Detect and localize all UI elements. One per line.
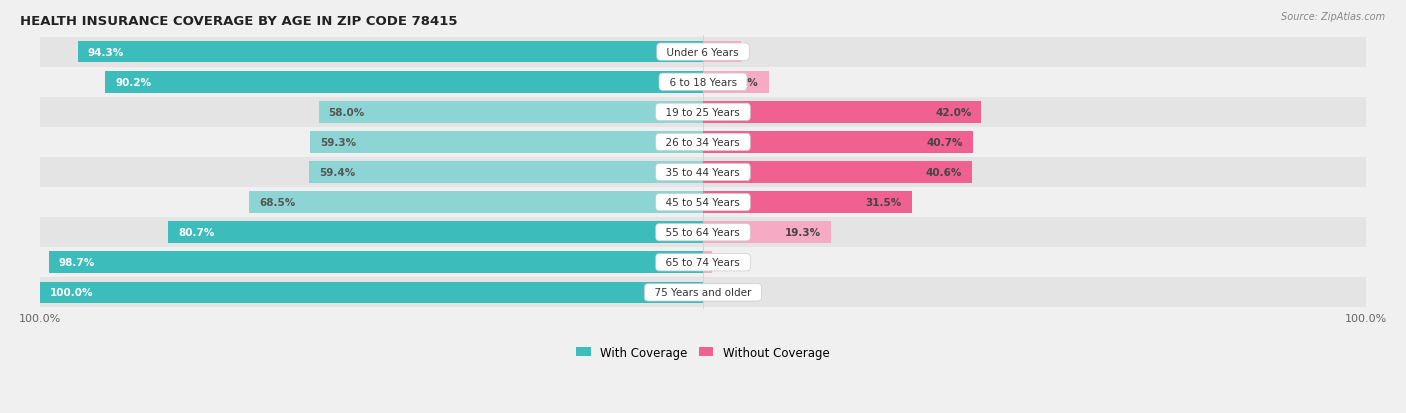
Bar [41,38,1365,68]
Bar [41,248,1365,278]
Text: 5.7%: 5.7% [702,47,731,57]
Text: 40.6%: 40.6% [925,168,962,178]
Text: 58.0%: 58.0% [329,107,364,118]
Text: 19 to 25 Years: 19 to 25 Years [659,107,747,118]
Text: 90.2%: 90.2% [115,78,152,88]
Bar [249,192,703,214]
Text: 100.0%: 100.0% [51,288,94,298]
Text: HEALTH INSURANCE COVERAGE BY AGE IN ZIP CODE 78415: HEALTH INSURANCE COVERAGE BY AGE IN ZIP … [20,15,458,28]
Bar [41,278,1365,308]
Bar [703,42,741,63]
Text: 94.3%: 94.3% [87,47,124,57]
Text: 42.0%: 42.0% [935,107,972,118]
Bar [41,218,1365,248]
Text: 68.5%: 68.5% [259,198,295,208]
Bar [41,128,1365,158]
Bar [49,252,703,273]
Text: 80.7%: 80.7% [179,228,214,237]
Text: 26 to 34 Years: 26 to 34 Years [659,138,747,147]
Bar [703,222,831,243]
Bar [77,42,703,63]
Text: 40.7%: 40.7% [927,138,963,147]
Bar [703,192,912,214]
Text: Source: ZipAtlas.com: Source: ZipAtlas.com [1281,12,1385,22]
Text: 6 to 18 Years: 6 to 18 Years [662,78,744,88]
Text: 98.7%: 98.7% [59,258,96,268]
Text: 35 to 44 Years: 35 to 44 Years [659,168,747,178]
Bar [41,68,1365,97]
Text: 55 to 64 Years: 55 to 64 Years [659,228,747,237]
Text: 31.5%: 31.5% [866,198,901,208]
Bar [41,97,1365,128]
Bar [703,72,769,93]
Bar [169,222,703,243]
Text: 1.3%: 1.3% [721,258,751,268]
Text: Under 6 Years: Under 6 Years [661,47,745,57]
Text: 59.4%: 59.4% [319,168,356,178]
Bar [703,162,972,183]
Bar [309,132,703,153]
Text: 19.3%: 19.3% [785,228,821,237]
Bar [703,252,711,273]
Text: 59.3%: 59.3% [321,138,356,147]
Bar [703,102,981,123]
Bar [319,102,703,123]
Text: 0.0%: 0.0% [716,288,745,298]
Bar [105,72,703,93]
Text: 45 to 54 Years: 45 to 54 Years [659,198,747,208]
Text: 9.9%: 9.9% [730,78,759,88]
Legend: With Coverage, Without Coverage: With Coverage, Without Coverage [572,341,834,363]
Bar [703,132,973,153]
Bar [41,282,703,304]
Text: 75 Years and older: 75 Years and older [648,288,758,298]
Bar [41,188,1365,218]
Bar [41,158,1365,188]
Bar [309,162,703,183]
Text: 65 to 74 Years: 65 to 74 Years [659,258,747,268]
